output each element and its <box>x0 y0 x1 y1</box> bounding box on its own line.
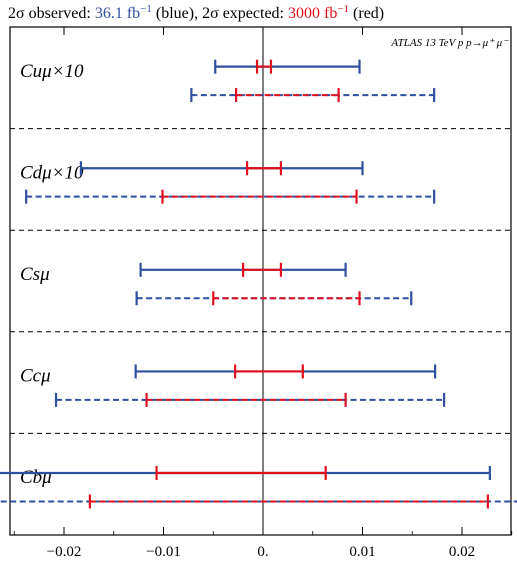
expected-lumi-exponent: −1 <box>337 3 349 15</box>
experiment-annotation: ATLAS 13 TeV p p→μ⁺ μ⁻ <box>390 37 509 49</box>
x-tick-label: 0.01 <box>349 544 375 560</box>
x-tick-label: −0.02 <box>47 544 82 560</box>
x-axis: −0.04−0.03−0.02−0.010.0.010.020.030.04 <box>0 27 517 560</box>
observed-lumi: 36.1 fb <box>95 5 140 22</box>
row-0: Cuμ×10 <box>20 60 434 102</box>
row-label: Cdμ×10 <box>20 162 84 183</box>
plot-frame <box>10 27 511 535</box>
row-2: Csμ <box>20 263 411 305</box>
row-label: Ccμ <box>20 366 51 387</box>
row-4: Cbμ <box>0 466 517 508</box>
chart-title: 2σ observed: 36.1 fb−1 (blue), 2σ expect… <box>8 3 384 22</box>
row-label: Cuμ×10 <box>20 61 84 82</box>
interval-rows: Cuμ×10 Cdμ×10 Csμ Ccμ Cbμ <box>0 60 517 509</box>
x-tick-label: 0. <box>257 544 268 560</box>
x-tick-label: 0.02 <box>449 544 475 560</box>
row-label: Csμ <box>20 264 50 285</box>
observed-lumi-exponent: −1 <box>140 3 152 15</box>
row-label: Cbμ <box>20 467 52 488</box>
row-1: Cdμ×10 <box>20 161 434 203</box>
expected-lumi: 3000 fb <box>288 5 337 22</box>
row-separators <box>10 129 511 434</box>
x-tick-label: −0.01 <box>146 544 181 560</box>
row-3: Ccμ <box>20 364 444 406</box>
